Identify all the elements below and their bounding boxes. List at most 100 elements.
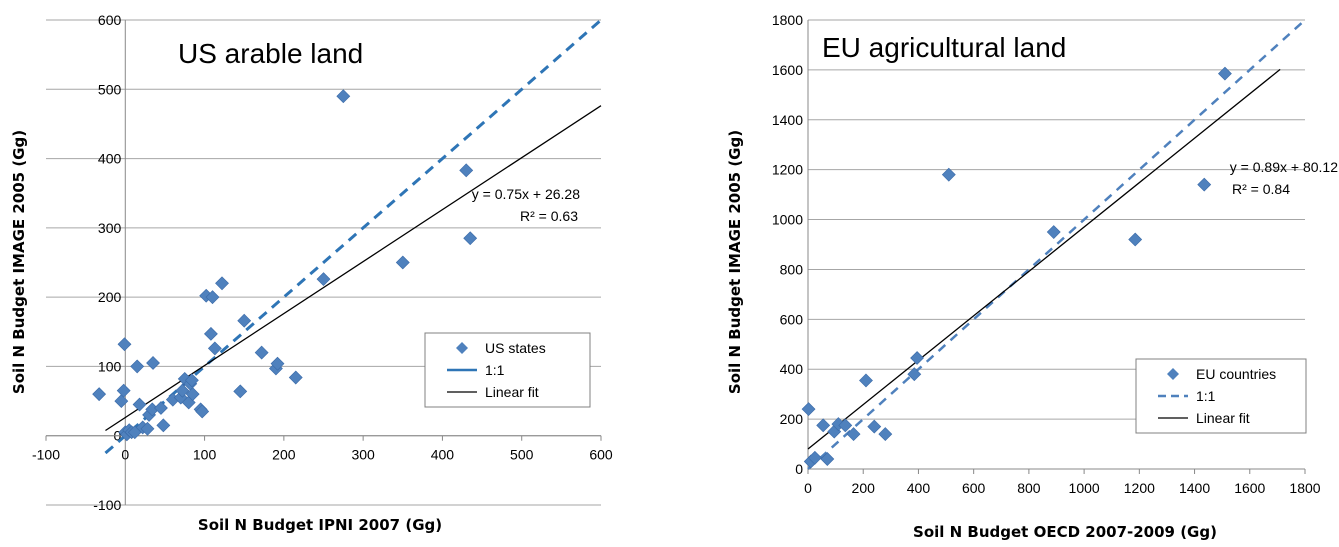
fit-equation: y = 0.89x + 80.12 — [1230, 159, 1338, 175]
data-point — [92, 387, 107, 402]
fit-r-squared: R² = 0.63 — [520, 208, 578, 224]
data-point — [288, 370, 303, 385]
data-point — [459, 163, 474, 178]
y-tick-label: 600 — [780, 311, 804, 327]
data-point — [184, 373, 199, 388]
x-tick-label: 1800 — [1289, 480, 1320, 496]
data-point — [838, 418, 853, 433]
x-tick-label: 600 — [589, 447, 613, 463]
data-point — [941, 167, 956, 182]
x-tick-label: 800 — [1017, 480, 1041, 496]
data-point — [807, 450, 822, 465]
x-axis-title: Soil N Budget IPNI 2007 (Gg) — [198, 516, 442, 534]
x-tick-label: 300 — [351, 447, 375, 463]
data-point — [820, 452, 835, 466]
legend-marker — [456, 342, 468, 354]
legend: US states 1:1 Linear fit — [424, 332, 591, 408]
data-point — [270, 356, 285, 371]
data-point — [130, 359, 145, 374]
data-point — [156, 418, 171, 433]
data-point — [463, 231, 478, 246]
y-tick-label: 1200 — [772, 162, 803, 178]
linear-fit-line — [807, 68, 1281, 450]
y-tick-label: 200 — [98, 289, 122, 305]
panel-title: US arable land — [178, 38, 363, 69]
data-point — [1197, 177, 1212, 192]
fit-r-squared: R² = 0.84 — [1232, 181, 1290, 197]
fit-equation: y = 0.75x + 26.28 — [472, 186, 580, 202]
data-point — [867, 419, 882, 434]
x-tick-label: -100 — [32, 447, 60, 463]
data-point — [859, 373, 873, 388]
data-point — [1046, 225, 1061, 239]
y-tick-label: -100 — [93, 497, 121, 513]
data-point — [1128, 232, 1143, 247]
legend-marker — [1167, 368, 1179, 380]
legend: EU countries 1:1 Linear fit — [1135, 358, 1307, 434]
data-point — [316, 272, 331, 287]
y-tick-label: 600 — [98, 12, 122, 28]
y-tick-label: 200 — [780, 411, 804, 427]
x-tick-label: 1200 — [1124, 480, 1155, 496]
legend-label: Linear fit — [1196, 410, 1250, 426]
y-tick-label: 0 — [795, 461, 803, 477]
data-point — [816, 418, 831, 433]
y-tick-label: 800 — [780, 261, 804, 277]
y-axis-title: Soil N Budget IMAGE 2005 (Gg) — [10, 130, 28, 394]
data-point — [801, 402, 816, 417]
data-point — [237, 313, 252, 328]
legend-label: 1:1 — [1196, 388, 1216, 404]
y-axis-title: Soil N Budget IMAGE 2005 (Gg) — [726, 130, 744, 394]
legend-label: Linear fit — [485, 384, 539, 400]
data-point — [173, 390, 188, 405]
x-tick-label: 1400 — [1179, 480, 1210, 496]
data-point — [203, 326, 218, 341]
x-tick-label: 200 — [852, 480, 876, 496]
data-point — [146, 356, 160, 370]
x-tick-label: 1600 — [1234, 480, 1265, 496]
y-tick-label: 1800 — [772, 12, 803, 28]
x-tick-label: 100 — [193, 447, 217, 463]
data-point — [207, 341, 222, 356]
y-tick-label: 400 — [98, 151, 122, 167]
data-point — [254, 345, 269, 360]
x-tick-label: 400 — [907, 480, 931, 496]
data-point — [846, 427, 861, 442]
data-point — [154, 401, 168, 415]
data-point — [116, 383, 131, 398]
data-point — [195, 404, 210, 419]
x-tick-label: 400 — [431, 447, 455, 463]
x-tick-label: 0 — [121, 447, 129, 463]
data-point — [336, 89, 351, 104]
x-axis-title: Soil N Budget OECD 2007-2009 (Gg) — [913, 523, 1217, 541]
x-tick-label: 600 — [962, 480, 986, 496]
data-point — [140, 421, 155, 436]
data-point — [878, 427, 893, 442]
data-point — [233, 384, 248, 399]
data-point — [395, 255, 410, 270]
y-tick-label: 1400 — [772, 112, 803, 128]
data-point — [132, 397, 147, 412]
chart-panel-2: 0 200 400 600 800 1000 1200 1400 1600 1800 0 200 400… — [726, 12, 1338, 541]
legend-label: EU countries — [1196, 366, 1276, 382]
x-tick-label: 500 — [510, 447, 534, 463]
data-point — [205, 290, 220, 305]
y-tick-label: 300 — [98, 220, 122, 236]
data-point — [1218, 66, 1232, 81]
y-tick-label: 100 — [98, 358, 122, 374]
legend-label: 1:1 — [485, 362, 505, 378]
y-tick-label: 500 — [98, 81, 122, 97]
x-tick-label: 200 — [272, 447, 296, 463]
x-tick-label: 0 — [804, 480, 812, 496]
y-tick-label: 1600 — [772, 62, 803, 78]
y-tick-label: 1000 — [772, 212, 803, 228]
data-point — [215, 276, 229, 291]
data-point — [175, 383, 190, 398]
data-point — [185, 387, 200, 402]
y-tick-label: 400 — [780, 361, 804, 377]
data-point — [117, 337, 132, 352]
legend-label: US states — [485, 340, 546, 356]
